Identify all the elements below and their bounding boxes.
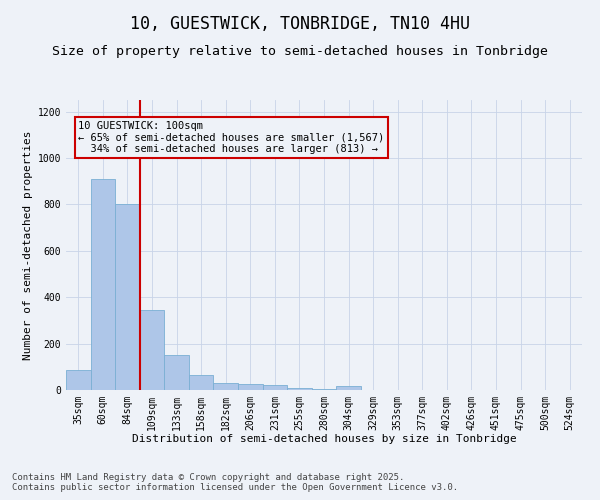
Bar — [238, 384, 263, 390]
Text: Size of property relative to semi-detached houses in Tonbridge: Size of property relative to semi-detach… — [52, 45, 548, 58]
Bar — [336, 386, 361, 390]
X-axis label: Distribution of semi-detached houses by size in Tonbridge: Distribution of semi-detached houses by … — [131, 434, 517, 444]
Bar — [115, 204, 140, 390]
Bar — [164, 355, 189, 390]
Text: 10 GUESTWICK: 100sqm
← 65% of semi-detached houses are smaller (1,567)
  34% of : 10 GUESTWICK: 100sqm ← 65% of semi-detac… — [78, 121, 385, 154]
Text: Contains HM Land Registry data © Crown copyright and database right 2025.
Contai: Contains HM Land Registry data © Crown c… — [12, 473, 458, 492]
Bar — [66, 370, 91, 390]
Y-axis label: Number of semi-detached properties: Number of semi-detached properties — [23, 130, 34, 360]
Bar — [140, 310, 164, 390]
Bar — [214, 383, 238, 390]
Bar — [263, 386, 287, 390]
Text: 10, GUESTWICK, TONBRIDGE, TN10 4HU: 10, GUESTWICK, TONBRIDGE, TN10 4HU — [130, 15, 470, 33]
Bar — [312, 389, 336, 390]
Bar — [189, 375, 214, 390]
Bar — [287, 388, 312, 390]
Bar — [91, 179, 115, 390]
